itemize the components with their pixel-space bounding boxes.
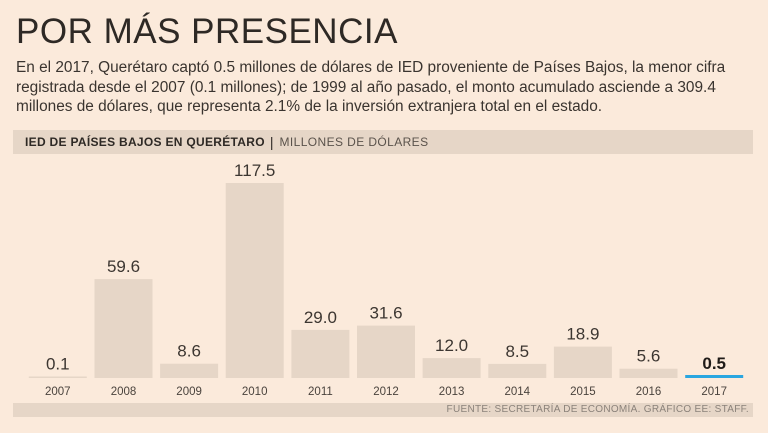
x-tick-2010: 2010 [242, 386, 268, 398]
intro-paragraph: En el 2017, Querétaro captó 0.5 millones… [16, 59, 726, 115]
bar-2010 [225, 183, 284, 378]
x-tick-2009: 2009 [176, 386, 202, 398]
x-tick-2016: 2016 [636, 386, 662, 398]
x-tick-2011: 2011 [308, 386, 333, 398]
source-credit: FUENTE: SECRETARÍA DE ECONOMÍA. GRÁFICO … [446, 404, 749, 415]
data-label-2012: 31.6 [369, 304, 402, 323]
bar-2007 [28, 376, 87, 378]
bar-2016 [619, 368, 678, 378]
x-tick-2007: 2007 [45, 386, 71, 398]
data-label-2007: 0.1 [46, 355, 70, 374]
bar-2008 [94, 279, 153, 378]
chart-unit-label: MILLONES DE DÓLARES [279, 135, 429, 149]
bar-2012 [357, 325, 415, 378]
x-tick-2017: 2017 [701, 386, 727, 398]
chart-title: IED DE PAÍSES BAJOS EN QUERÉTARO [25, 135, 265, 149]
data-label-2013: 12.0 [435, 336, 468, 355]
bar-chart: 0.1 2007 59.6 2008 8.6 2009 117.5 2010 29.0 2011 3… [28, 161, 744, 398]
chart-header: IED DE PAÍSES BAJOS EN QUERÉTARO | MILLO… [13, 130, 753, 154]
data-label-2009: 8.6 [177, 342, 201, 361]
data-label-2008: 59.6 [107, 257, 140, 276]
x-tick-2014: 2014 [505, 386, 531, 398]
bar-2013 [422, 358, 481, 378]
bar-2009 [160, 363, 219, 378]
x-tick-2013: 2013 [439, 386, 465, 398]
chart-header-separator: | [269, 134, 274, 150]
bar-2015 [553, 346, 612, 378]
data-label-2015: 18.9 [566, 325, 599, 344]
bar-2017 [685, 375, 744, 378]
data-label-2010: 117.5 [234, 161, 275, 180]
footer-band: FUENTE: SECRETARÍA DE ECONOMÍA. GRÁFICO … [13, 403, 753, 417]
page-title: POR MÁS PRESENCIA [16, 12, 398, 51]
data-label-2011: 29.0 [304, 308, 337, 327]
bar-2014 [488, 363, 547, 378]
data-label-2014: 8.5 [505, 342, 529, 361]
x-tick-2012: 2012 [373, 386, 399, 398]
x-tick-2015: 2015 [570, 386, 596, 398]
bar-2011 [291, 329, 350, 378]
data-label-2016: 5.6 [637, 347, 661, 366]
data-label-2017: 0.5 [702, 354, 726, 373]
x-tick-2008: 2008 [111, 386, 137, 398]
